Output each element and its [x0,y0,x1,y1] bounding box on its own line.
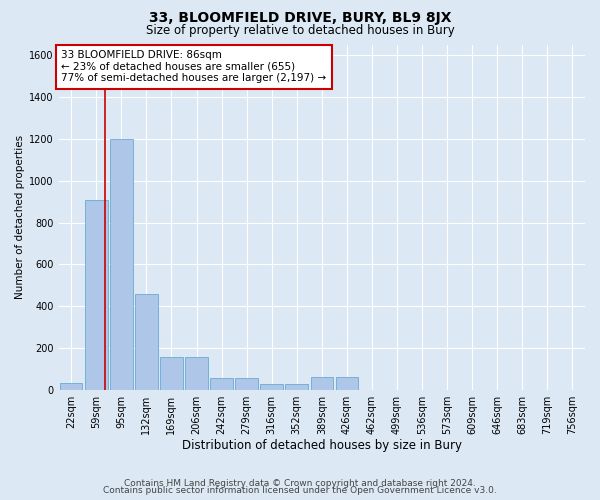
Bar [335,377,358,390]
Text: Size of property relative to detached houses in Bury: Size of property relative to detached ho… [146,24,454,37]
Y-axis label: Number of detached properties: Number of detached properties [15,136,25,300]
Text: Contains HM Land Registry data © Crown copyright and database right 2024.: Contains HM Land Registry data © Crown c… [124,478,476,488]
Bar [110,139,133,390]
Bar [185,358,208,390]
Text: 33, BLOOMFIELD DRIVE, BURY, BL9 8JX: 33, BLOOMFIELD DRIVE, BURY, BL9 8JX [149,11,451,25]
X-axis label: Distribution of detached houses by size in Bury: Distribution of detached houses by size … [182,440,462,452]
Bar [260,384,283,390]
Bar [286,384,308,390]
Bar [60,384,82,390]
Text: 33 BLOOMFIELD DRIVE: 86sqm
← 23% of detached houses are smaller (655)
77% of sem: 33 BLOOMFIELD DRIVE: 86sqm ← 23% of deta… [61,50,326,84]
Bar [85,200,107,390]
Bar [160,358,183,390]
Bar [235,378,258,390]
Bar [311,377,333,390]
Text: Contains public sector information licensed under the Open Government Licence v3: Contains public sector information licen… [103,486,497,495]
Bar [210,378,233,390]
Bar [135,294,158,390]
